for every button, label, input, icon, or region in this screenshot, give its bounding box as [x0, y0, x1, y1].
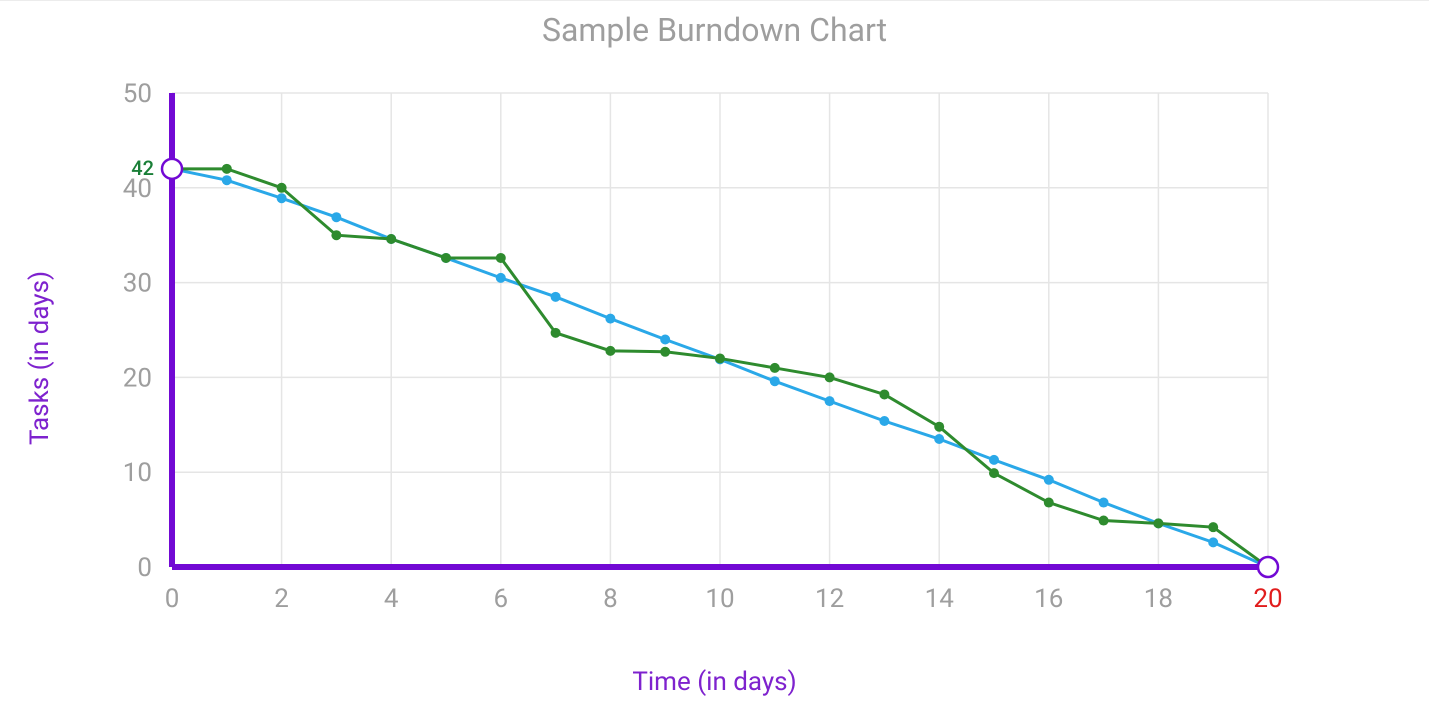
series-ideal-point	[989, 455, 999, 465]
series-actual-point	[1099, 516, 1109, 526]
series-actual-point	[879, 389, 889, 399]
series-ideal-point	[934, 434, 944, 444]
x-tick-label: 10	[705, 584, 734, 614]
series-ideal-point	[277, 193, 287, 203]
y-tick-label: 20	[123, 363, 152, 393]
y-tick-label: 0	[137, 553, 152, 583]
series-actual-point	[331, 230, 341, 240]
series-ideal-point	[1208, 537, 1218, 547]
series-ideal-point	[825, 396, 835, 406]
series-actual-point	[277, 183, 287, 193]
x-tick-label: 6	[493, 584, 508, 614]
series-ideal-point	[496, 273, 506, 283]
end-marker-ring	[1258, 557, 1278, 577]
x-tick-label: 4	[384, 584, 399, 614]
series-actual-point	[222, 164, 232, 174]
x-tick-label: 12	[815, 584, 844, 614]
series-actual-point	[660, 347, 670, 357]
series-ideal-point	[660, 334, 670, 344]
end-marker-ring	[162, 159, 182, 179]
y-tick-label: 10	[123, 458, 152, 488]
series-actual-point	[989, 468, 999, 478]
series-ideal-point	[605, 314, 615, 324]
series-ideal-point	[1099, 498, 1109, 508]
x-tick-label: 14	[925, 584, 955, 614]
series-actual-point	[551, 328, 561, 338]
series-actual-point	[386, 234, 396, 244]
series-ideal-point	[222, 175, 232, 185]
series-actual-point	[496, 253, 506, 263]
series-actual-point	[1153, 518, 1163, 528]
series-ideal-point	[879, 416, 889, 426]
x-tick-label: 20	[1253, 584, 1282, 614]
series-actual-point	[1044, 498, 1054, 508]
x-tick-label: 0	[165, 584, 180, 614]
series-ideal-point	[1044, 475, 1054, 485]
series-actual-point	[605, 346, 615, 356]
series-actual-point	[715, 353, 725, 363]
series-actual-point	[441, 253, 451, 263]
series-actual-point	[934, 422, 944, 432]
x-tick-label: 2	[274, 584, 289, 614]
series-actual-point	[825, 372, 835, 382]
series-actual-point	[1208, 522, 1218, 532]
x-tick-label: 18	[1144, 584, 1173, 614]
x-tick-label: 16	[1034, 584, 1063, 614]
chart-svg: 024681012141618200102030405042	[0, 1, 1429, 714]
series-ideal-point	[331, 212, 341, 222]
series-ideal-point	[770, 376, 780, 386]
burndown-chart: Sample Burndown Chart Tasks (in days) Ti…	[0, 0, 1429, 714]
y-tick-label: 50	[123, 79, 152, 109]
y-tick-label: 30	[123, 269, 152, 299]
series-ideal-point	[551, 292, 561, 302]
first-point-label: 42	[131, 156, 154, 180]
x-tick-label: 8	[603, 584, 618, 614]
series-actual-point	[770, 363, 780, 373]
